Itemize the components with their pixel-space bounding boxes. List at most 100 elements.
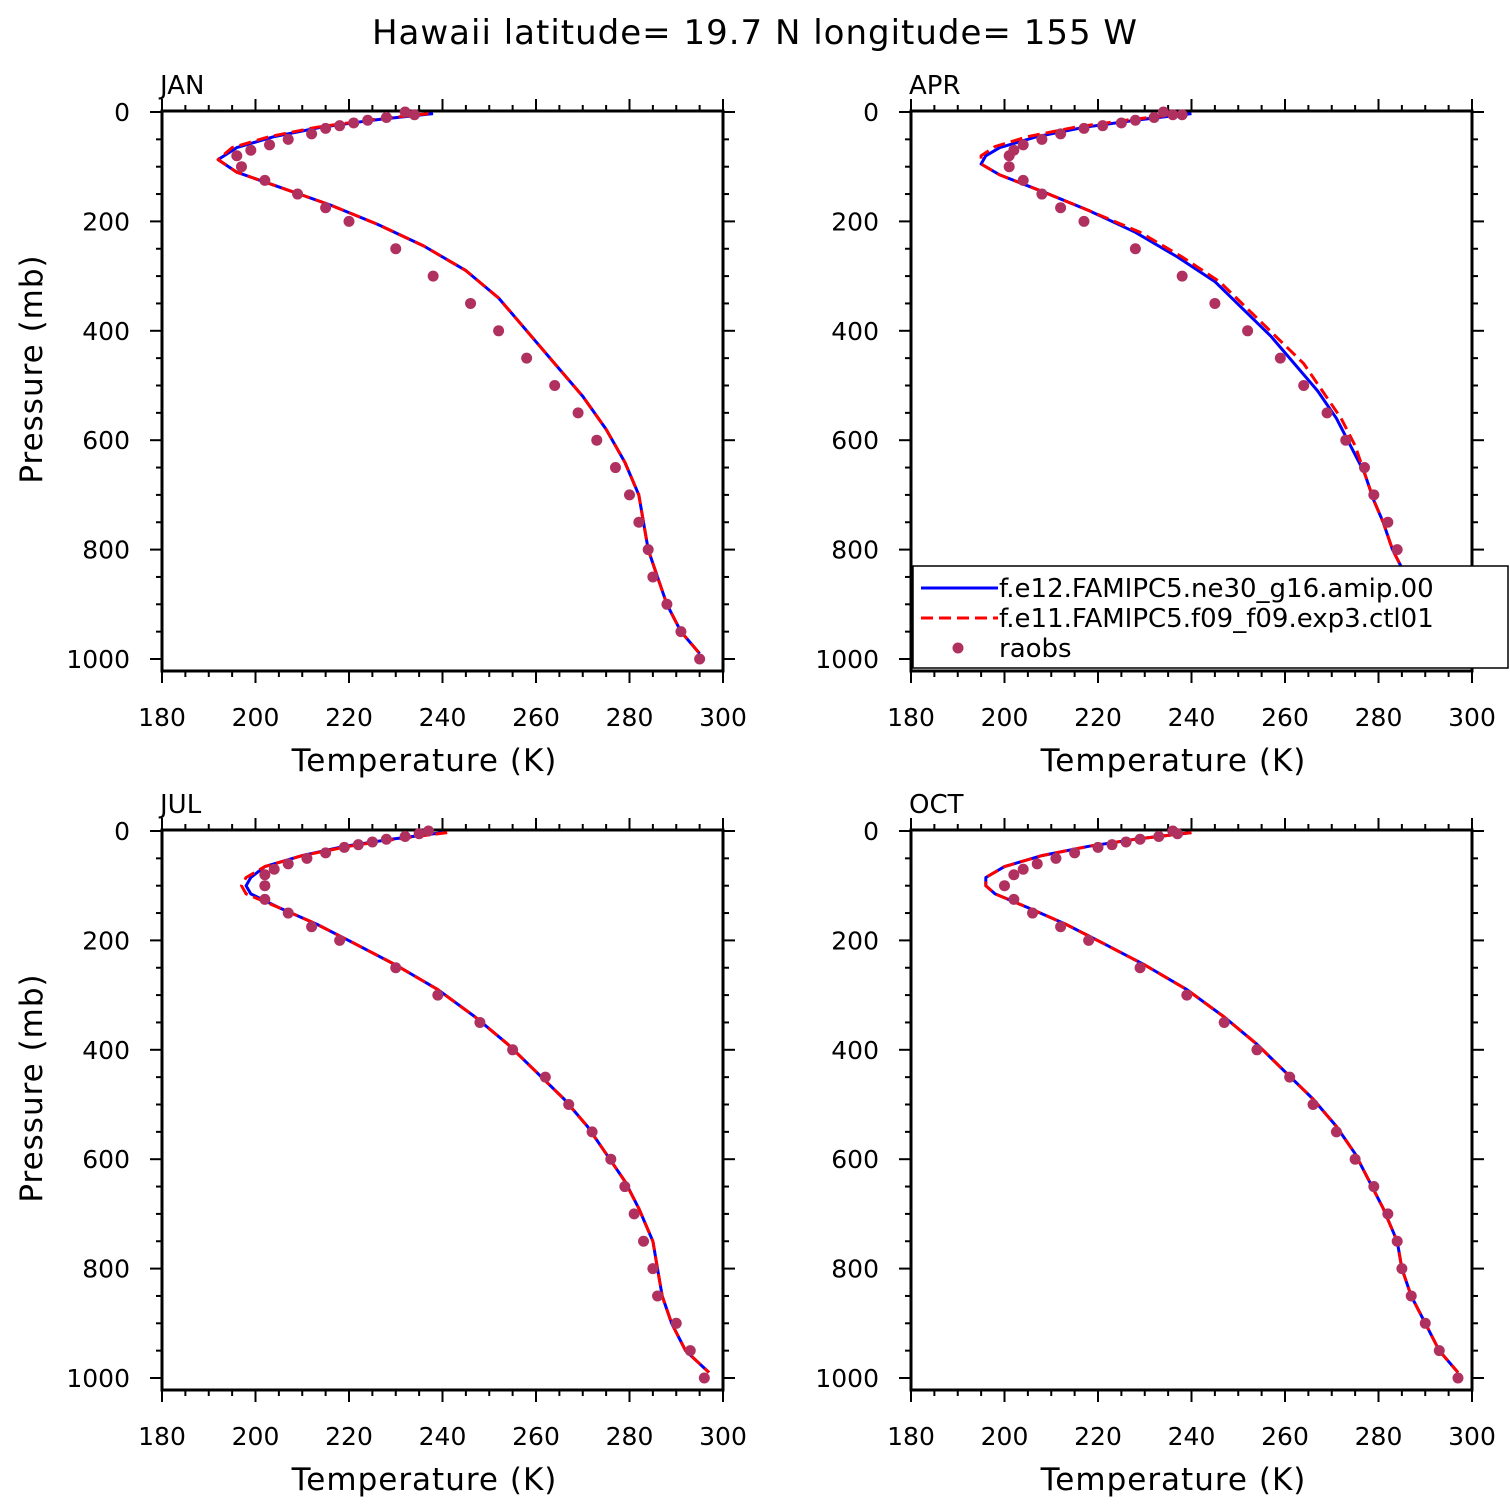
raobs-marker xyxy=(306,128,318,140)
raobs-marker xyxy=(245,144,257,156)
y-axis-label: Pressure (mb) xyxy=(14,973,50,1202)
y-tick-label: 1000 xyxy=(815,1364,879,1393)
y-tick-label: 600 xyxy=(82,426,130,455)
raobs-marker xyxy=(1097,120,1109,132)
x-tick-label: 200 xyxy=(232,1422,280,1451)
legend-box xyxy=(912,565,1509,669)
x-tick-label: 220 xyxy=(1074,703,1122,732)
y-tick-label: 600 xyxy=(82,1145,130,1174)
raobs-marker xyxy=(348,117,360,129)
panel-label: JAN xyxy=(158,71,204,101)
y-tick-label: 400 xyxy=(82,317,130,346)
panel-jul: JUL 180 200 220 240 260 280 300 0 200 400 600 800 100… xyxy=(14,790,747,1498)
x-tick-label: 200 xyxy=(981,703,1029,732)
raobs-marker xyxy=(684,1345,696,1357)
raobs-marker xyxy=(1055,128,1067,140)
raobs-marker xyxy=(399,106,411,118)
y-tick-label: 1000 xyxy=(815,645,879,674)
raobs-marker xyxy=(1134,962,1146,974)
raobs-marker xyxy=(670,1317,682,1329)
raobs-marker xyxy=(1382,1208,1394,1220)
raobs-marker xyxy=(474,1016,486,1028)
x-tick-label: 260 xyxy=(1261,703,1309,732)
raobs-marker xyxy=(694,653,706,665)
legend-label: f.e11.FAMIPC5.f09_f09.exp3.ctl01 xyxy=(999,604,1434,634)
raobs-marker xyxy=(1153,830,1165,842)
raobs-marker xyxy=(1391,544,1403,556)
raobs-marker xyxy=(1106,839,1118,851)
raobs-marker xyxy=(408,109,420,121)
raobs-marker xyxy=(334,934,346,946)
plot-frame xyxy=(909,828,1474,1392)
raobs-marker xyxy=(1036,188,1048,200)
raobs-marker xyxy=(427,270,439,282)
raobs-marker xyxy=(259,880,271,892)
legend-label: raobs xyxy=(999,634,1072,664)
raobs-marker xyxy=(1134,833,1146,845)
y-tick-label: 400 xyxy=(831,317,879,346)
raobs-marker xyxy=(399,830,411,842)
y-tick-label: 200 xyxy=(831,207,879,236)
plot-frame xyxy=(160,109,725,673)
raobs-marker xyxy=(1321,407,1333,419)
raobs-marker xyxy=(1167,109,1179,121)
x-tick-label: 180 xyxy=(887,703,935,732)
series-line-solid xyxy=(244,831,711,1374)
raobs-marker xyxy=(259,869,271,881)
raobs-marker xyxy=(1148,111,1160,123)
raobs-marker xyxy=(493,325,505,337)
raobs-marker xyxy=(1358,462,1370,474)
legend: f.e12.FAMIPC5.ne30_g16.amip.00f.e11.FAMI… xyxy=(912,565,1509,669)
y-tick-label: 0 xyxy=(114,98,130,127)
raobs-marker xyxy=(586,1126,598,1138)
raobs-marker xyxy=(1176,109,1188,121)
y-tick-label: 400 xyxy=(82,1036,130,1065)
x-tick-label: 300 xyxy=(1448,703,1496,732)
raobs-marker xyxy=(282,907,294,919)
raobs-marker xyxy=(1055,921,1067,933)
raobs-marker xyxy=(1307,1099,1319,1110)
raobs-marker xyxy=(1433,1345,1445,1357)
raobs-marker xyxy=(1017,139,1029,151)
raobs-marker xyxy=(1349,1153,1361,1165)
y-tick-label: 800 xyxy=(831,1255,879,1284)
y-tick-label: 200 xyxy=(831,926,879,955)
raobs-marker xyxy=(282,858,294,870)
raobs-marker xyxy=(1129,114,1141,126)
x-axis-label: Temperature (K) xyxy=(291,1462,558,1498)
x-tick-label: 200 xyxy=(981,1422,1029,1451)
y-tick-label: 600 xyxy=(831,426,879,455)
raobs-marker xyxy=(380,111,392,123)
y-tick-label: 0 xyxy=(863,98,879,127)
raobs-marker xyxy=(1368,489,1380,501)
raobs-marker xyxy=(231,150,243,162)
y-tick-label: 200 xyxy=(82,207,130,236)
raobs-marker xyxy=(292,188,304,200)
x-tick-label: 260 xyxy=(512,1422,560,1451)
raobs-marker xyxy=(1368,1181,1380,1193)
raobs-marker xyxy=(628,1208,640,1220)
raobs-marker xyxy=(338,841,350,853)
y-tick-label: 800 xyxy=(82,1255,130,1284)
raobs-marker xyxy=(647,571,659,583)
x-tick-label: 220 xyxy=(325,703,373,732)
raobs-marker xyxy=(1391,1235,1403,1247)
raobs-marker xyxy=(647,1263,659,1275)
x-tick-label: 200 xyxy=(232,703,280,732)
legend-label: f.e12.FAMIPC5.ne30_g16.amip.00 xyxy=(999,574,1434,604)
panel-oct: OCT 180 200 220 240 260 280 300 0 200 400 600 800 100… xyxy=(815,790,1495,1498)
raobs-marker xyxy=(320,122,332,134)
panels: JAN 180 200 220 240 260 280 300 0 200 400 600 800 100… xyxy=(14,71,1509,1498)
series-line-dashed xyxy=(216,112,701,655)
y-tick-label: 800 xyxy=(82,536,130,565)
x-tick-label: 280 xyxy=(1355,1422,1403,1451)
x-tick-label: 300 xyxy=(699,703,747,732)
raobs-marker xyxy=(1298,380,1310,391)
raobs-marker xyxy=(1274,352,1286,364)
raobs-marker xyxy=(1078,215,1090,227)
raobs-marker xyxy=(1419,1317,1431,1329)
raobs-marker xyxy=(539,1071,551,1083)
raobs-marker xyxy=(1209,297,1221,309)
raobs-marker xyxy=(264,139,276,151)
